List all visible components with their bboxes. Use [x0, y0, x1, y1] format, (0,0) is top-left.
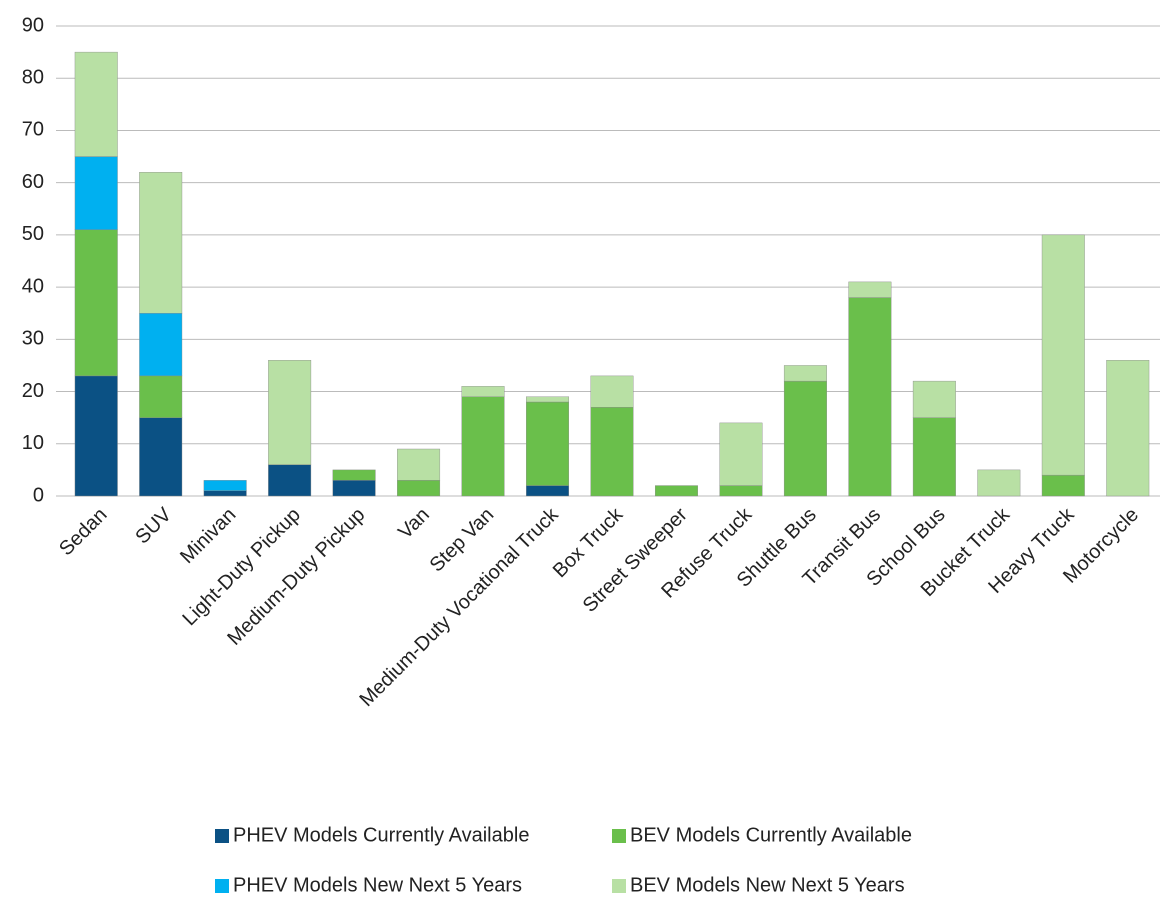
- bar-segment: [74, 156, 118, 230]
- legend-swatch: [612, 879, 626, 893]
- bar-segment: [74, 375, 118, 497]
- y-tick-label: 70: [22, 119, 44, 141]
- y-tick-label: 60: [22, 171, 44, 193]
- x-tick-label: Light-Duty Pickup: [179, 504, 305, 630]
- bar-segment: [268, 464, 312, 497]
- x-tick-label: Van: [394, 504, 434, 544]
- bar-segment: [268, 360, 312, 465]
- bar-segment: [719, 422, 763, 486]
- bar-segment: [654, 485, 698, 497]
- bar-segment: [977, 469, 1021, 497]
- bar-segment: [139, 417, 183, 497]
- y-tick-label: 90: [22, 14, 44, 36]
- bar-segment: [74, 229, 118, 377]
- y-tick-label: 50: [22, 223, 44, 245]
- bar-segment: [783, 380, 827, 497]
- bar-segment: [1106, 360, 1150, 497]
- bar-segment: [139, 313, 183, 377]
- bar-segment: [397, 448, 441, 481]
- x-tick-label: SUV: [131, 503, 176, 548]
- bar-segment: [848, 281, 892, 298]
- bar-segment: [783, 365, 827, 382]
- legend-swatch: [215, 879, 229, 893]
- y-tick-label: 10: [22, 432, 44, 454]
- bar-segment: [139, 172, 183, 314]
- legend-label: BEV Models Currently Available: [630, 824, 912, 846]
- bar-segment: [139, 375, 183, 418]
- y-tick-label: 80: [22, 67, 44, 89]
- bar-segment: [332, 480, 376, 497]
- y-tick-label: 40: [22, 275, 44, 297]
- bar-segment: [203, 490, 247, 497]
- bar-segment: [526, 396, 570, 403]
- bar-segment: [1041, 474, 1085, 497]
- bar-segment: [332, 469, 376, 481]
- bar-segment: [848, 297, 892, 497]
- bar-segment: [397, 480, 441, 497]
- y-tick-label: 20: [22, 380, 44, 402]
- legend-label: BEV Models New Next 5 Years: [630, 874, 905, 896]
- x-tick-label: Minivan: [176, 504, 240, 568]
- legend-swatch: [612, 829, 626, 843]
- legend-swatch: [215, 829, 229, 843]
- bar-segment: [526, 485, 570, 497]
- bar-segment: [526, 401, 570, 486]
- bar-segment: [1041, 234, 1085, 476]
- bar-segment: [590, 375, 634, 408]
- x-tick-label: Sedan: [55, 504, 111, 560]
- y-tick-label: 30: [22, 328, 44, 350]
- bar-segment: [590, 407, 634, 497]
- bar-segment: [719, 485, 763, 497]
- bar-segment: [912, 380, 956, 418]
- legend-label: PHEV Models Currently Available: [233, 824, 529, 846]
- bar-segment: [74, 51, 118, 157]
- bar-segment: [461, 396, 505, 497]
- y-tick-label: 0: [33, 484, 44, 506]
- legend-label: PHEV Models New Next 5 Years: [233, 874, 522, 896]
- bar-segment: [912, 417, 956, 497]
- bar-segment: [461, 386, 505, 397]
- bar-segment: [203, 480, 247, 491]
